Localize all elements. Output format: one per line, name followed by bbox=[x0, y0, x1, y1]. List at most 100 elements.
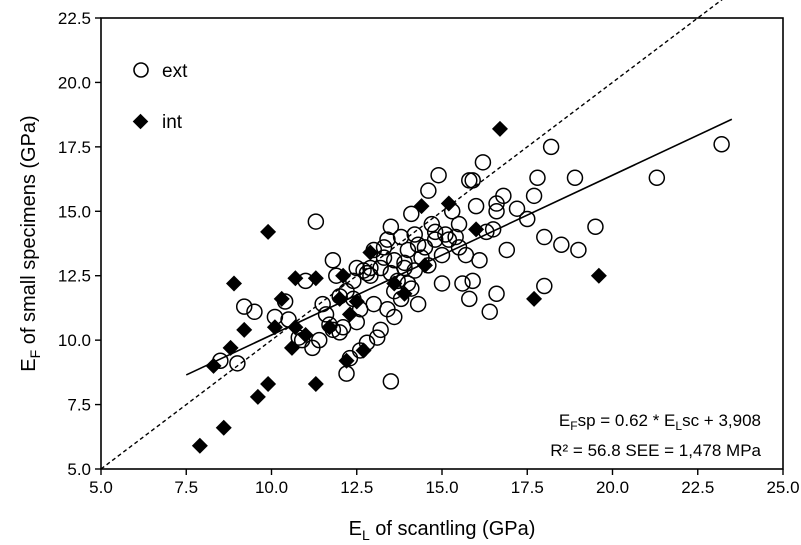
point-int bbox=[260, 375, 277, 392]
x-tick-label: 15.0 bbox=[425, 478, 458, 497]
y-axis-label: EF of small specimens (GPa) bbox=[18, 115, 43, 371]
point-ext bbox=[423, 215, 441, 233]
point-int bbox=[335, 267, 352, 284]
point-ext bbox=[348, 259, 365, 277]
point-int bbox=[362, 244, 379, 261]
point-ext bbox=[307, 213, 325, 230]
point-int bbox=[338, 352, 355, 369]
point-int bbox=[348, 293, 365, 310]
point-ext bbox=[450, 215, 468, 233]
point-ext bbox=[365, 295, 383, 313]
point-ext bbox=[437, 226, 454, 243]
point-int bbox=[307, 375, 324, 392]
point-ext bbox=[713, 136, 730, 153]
point-ext bbox=[409, 236, 427, 254]
point-ext bbox=[484, 221, 502, 238]
point-ext bbox=[382, 373, 400, 390]
point-ext bbox=[403, 205, 420, 223]
point-int bbox=[297, 326, 314, 343]
point-ext bbox=[246, 303, 263, 321]
x-tick-label: 25.0 bbox=[766, 478, 799, 497]
y-tick-label: 12.5 bbox=[58, 267, 91, 286]
point-int bbox=[191, 437, 208, 454]
point-int bbox=[283, 339, 300, 356]
point-ext bbox=[488, 195, 505, 212]
point-int bbox=[590, 267, 607, 284]
y-tick-label: 15.0 bbox=[58, 202, 91, 221]
point-ext bbox=[471, 252, 488, 269]
point-ext bbox=[416, 239, 434, 256]
point-ext bbox=[409, 295, 427, 313]
point-int bbox=[491, 120, 508, 137]
point-ext bbox=[481, 303, 498, 321]
point-int bbox=[266, 319, 283, 336]
x-tick-label: 7.5 bbox=[174, 478, 198, 497]
point-ext bbox=[310, 331, 328, 349]
point-ext bbox=[519, 210, 536, 228]
point-int bbox=[287, 319, 304, 336]
point-ext bbox=[566, 169, 584, 187]
point-ext bbox=[542, 138, 560, 156]
point-ext bbox=[454, 275, 471, 292]
point-ext bbox=[536, 228, 553, 246]
point-ext bbox=[461, 172, 478, 189]
stats-line: R² = 56.8 SEE = 1,478 MPa bbox=[550, 441, 761, 460]
eq-b: sp = 0.62 * E bbox=[578, 411, 676, 430]
point-ext bbox=[467, 197, 485, 215]
point-int bbox=[307, 270, 324, 287]
point-ext bbox=[314, 295, 331, 313]
point-ext bbox=[396, 254, 413, 272]
point-ext bbox=[229, 355, 246, 372]
point-ext bbox=[488, 285, 505, 303]
point-int bbox=[341, 306, 358, 323]
x-tick-label: 5.0 bbox=[89, 478, 113, 497]
point-int bbox=[249, 388, 266, 405]
legend-label-ext: ext bbox=[162, 61, 188, 82]
legend-marker-ext bbox=[133, 62, 149, 78]
point-int bbox=[236, 321, 253, 338]
eq-b-sub: L bbox=[675, 419, 682, 433]
point-ext bbox=[426, 223, 444, 241]
point-ext bbox=[570, 241, 587, 259]
regression-line bbox=[185, 118, 733, 376]
legend-marker-int bbox=[132, 113, 149, 130]
point-int bbox=[321, 319, 338, 336]
point-ext bbox=[433, 246, 451, 264]
x-tick-label: 10.0 bbox=[255, 478, 288, 497]
point-ext bbox=[334, 319, 352, 336]
point-ext bbox=[525, 187, 543, 205]
point-ext bbox=[587, 218, 604, 235]
y-tick-label: 20.0 bbox=[58, 73, 91, 92]
y-axis-label-sub: F bbox=[27, 350, 43, 359]
equation-annotation: EFsp = 0.62 * ELsc + 3,908 R² = 56.8 SEE… bbox=[550, 411, 761, 460]
point-int bbox=[386, 275, 403, 292]
equation-line: EFsp = 0.62 * ELsc + 3,908 bbox=[559, 411, 761, 433]
identity-line bbox=[100, 0, 723, 470]
point-ext bbox=[648, 169, 666, 187]
point-ext bbox=[464, 172, 481, 189]
point-ext bbox=[375, 239, 393, 256]
x-axis-label-rest: of scantling (GPa) bbox=[370, 518, 536, 540]
point-int bbox=[260, 223, 277, 240]
eq-a-sub: F bbox=[570, 419, 577, 433]
point-int bbox=[222, 339, 239, 356]
y-axis-label-rest: of small specimens (GPa) bbox=[18, 115, 40, 350]
x-axis-label: EL of scantling (GPa) bbox=[349, 518, 536, 543]
point-int bbox=[225, 275, 242, 292]
y-axis: 5.0 7.5 10.0 12.5 15.0 17.5 20.0 22.5 bbox=[58, 9, 101, 479]
point-int bbox=[331, 290, 348, 307]
point-int bbox=[440, 195, 457, 212]
x-tick-label: 22.5 bbox=[681, 478, 714, 497]
legend-label-int: int bbox=[162, 112, 183, 133]
legend: ext int bbox=[132, 61, 188, 133]
point-int bbox=[526, 290, 543, 307]
eq-c: sc + 3,908 bbox=[682, 411, 761, 430]
point-ext bbox=[536, 277, 553, 295]
point-ext bbox=[379, 231, 396, 248]
point-int bbox=[416, 257, 433, 274]
point-ext bbox=[382, 218, 400, 235]
eq-a: E bbox=[559, 411, 570, 430]
point-ext bbox=[368, 329, 386, 346]
point-ext bbox=[317, 306, 335, 323]
